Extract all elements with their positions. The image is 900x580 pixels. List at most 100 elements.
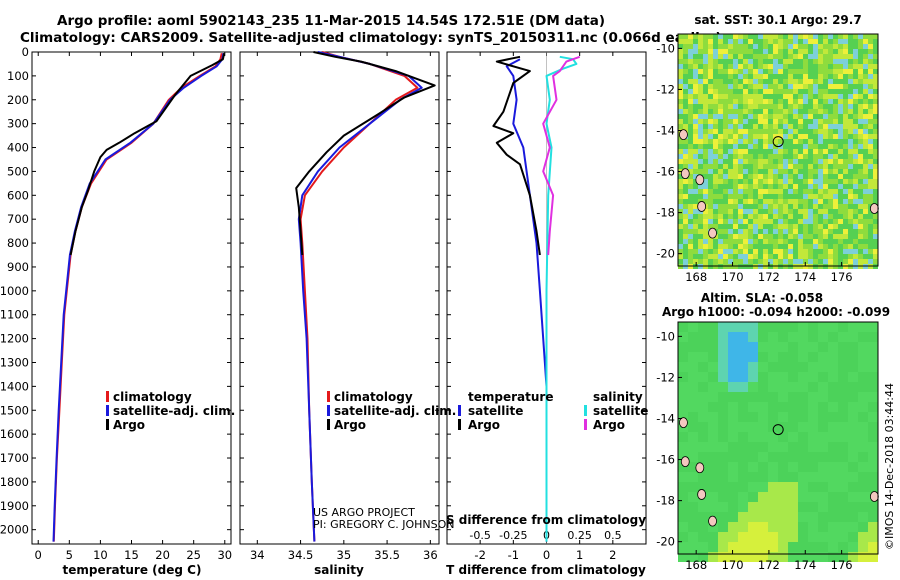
map-cell	[763, 179, 768, 184]
map-cell	[813, 209, 818, 214]
map-cell	[748, 239, 753, 244]
map-cell	[783, 129, 788, 134]
map-cell	[738, 134, 743, 139]
map-cell	[748, 84, 753, 89]
map-cell	[813, 49, 818, 54]
map-cell	[723, 99, 728, 104]
map-cell	[703, 194, 708, 199]
map-cell	[838, 482, 848, 492]
map-cell	[768, 249, 773, 254]
map-cell	[833, 79, 838, 84]
map-cell	[798, 512, 808, 522]
map-cell	[718, 204, 723, 209]
map-cell	[693, 249, 698, 254]
map-cell	[693, 239, 698, 244]
map-cell	[783, 154, 788, 159]
map-cell	[873, 69, 878, 74]
map-cell	[793, 109, 798, 114]
map-cell	[738, 249, 743, 254]
map-cell	[813, 184, 818, 189]
map-cell	[813, 229, 818, 234]
map-cell	[858, 502, 868, 512]
map-cell	[813, 159, 818, 164]
map-cell	[853, 154, 858, 159]
map-cell	[853, 34, 858, 39]
map-cell	[798, 219, 803, 224]
map-cell	[798, 174, 803, 179]
map-cell	[838, 209, 843, 214]
map-cell	[823, 249, 828, 254]
map-cell	[858, 442, 868, 452]
map-cell	[858, 169, 863, 174]
map-cell	[873, 254, 878, 259]
map-cell	[743, 129, 748, 134]
map-cell	[868, 144, 873, 149]
map-cell	[688, 532, 698, 542]
map-cell	[678, 442, 688, 452]
map-cell	[733, 204, 738, 209]
map-cell	[723, 174, 728, 179]
map-cell	[848, 254, 853, 259]
map-cell	[873, 249, 878, 254]
map-cell	[758, 139, 763, 144]
map-cell	[808, 372, 818, 382]
map-cell	[683, 219, 688, 224]
map-cell	[828, 542, 838, 552]
map-cell	[768, 39, 773, 44]
map-cell	[823, 219, 828, 224]
map-cell	[798, 139, 803, 144]
map-cell	[718, 552, 728, 562]
argo-location-marker	[772, 136, 784, 148]
map-cell	[698, 164, 703, 169]
map-cell	[723, 219, 728, 224]
map-cell	[818, 139, 823, 144]
map-cell	[873, 179, 878, 184]
map-cell	[858, 332, 868, 342]
map-cell	[758, 362, 768, 372]
map-cell	[678, 64, 683, 69]
map-cell	[858, 462, 868, 472]
map-cell	[698, 224, 703, 229]
island	[695, 174, 705, 186]
map-cell	[713, 94, 718, 99]
map-cell	[858, 532, 868, 542]
map-cell	[863, 59, 868, 64]
map-cell	[813, 119, 818, 124]
map-cell	[813, 134, 818, 139]
map-cell	[763, 129, 768, 134]
map-cell	[678, 332, 688, 342]
map-cell	[848, 452, 858, 462]
map-cell	[678, 352, 688, 362]
map-cell	[828, 332, 838, 342]
map-cell	[798, 209, 803, 214]
map-cell	[683, 94, 688, 99]
map-cell	[738, 552, 748, 562]
map-cell	[748, 44, 753, 49]
map-cell	[713, 164, 718, 169]
map-cell	[823, 194, 828, 199]
map-cell	[703, 139, 708, 144]
map-cell	[753, 124, 758, 129]
map-cell	[808, 39, 813, 44]
map-cell	[838, 249, 843, 254]
map-cell	[833, 169, 838, 174]
map-cell	[783, 214, 788, 219]
map-cell	[758, 174, 763, 179]
map-cell	[743, 199, 748, 204]
map-cell	[783, 89, 788, 94]
map-cell	[803, 214, 808, 219]
map-cell	[833, 234, 838, 239]
map-cell	[778, 542, 788, 552]
map-cell	[803, 154, 808, 159]
map-cell	[833, 44, 838, 49]
map-cell	[758, 482, 768, 492]
map-cell	[778, 462, 788, 472]
map-cell	[713, 79, 718, 84]
map-cell	[698, 114, 703, 119]
map-cell	[733, 254, 738, 259]
map-cell	[698, 149, 703, 154]
map-cell	[833, 179, 838, 184]
map-cell	[773, 49, 778, 54]
map-cell	[733, 99, 738, 104]
map-cell	[793, 244, 798, 249]
